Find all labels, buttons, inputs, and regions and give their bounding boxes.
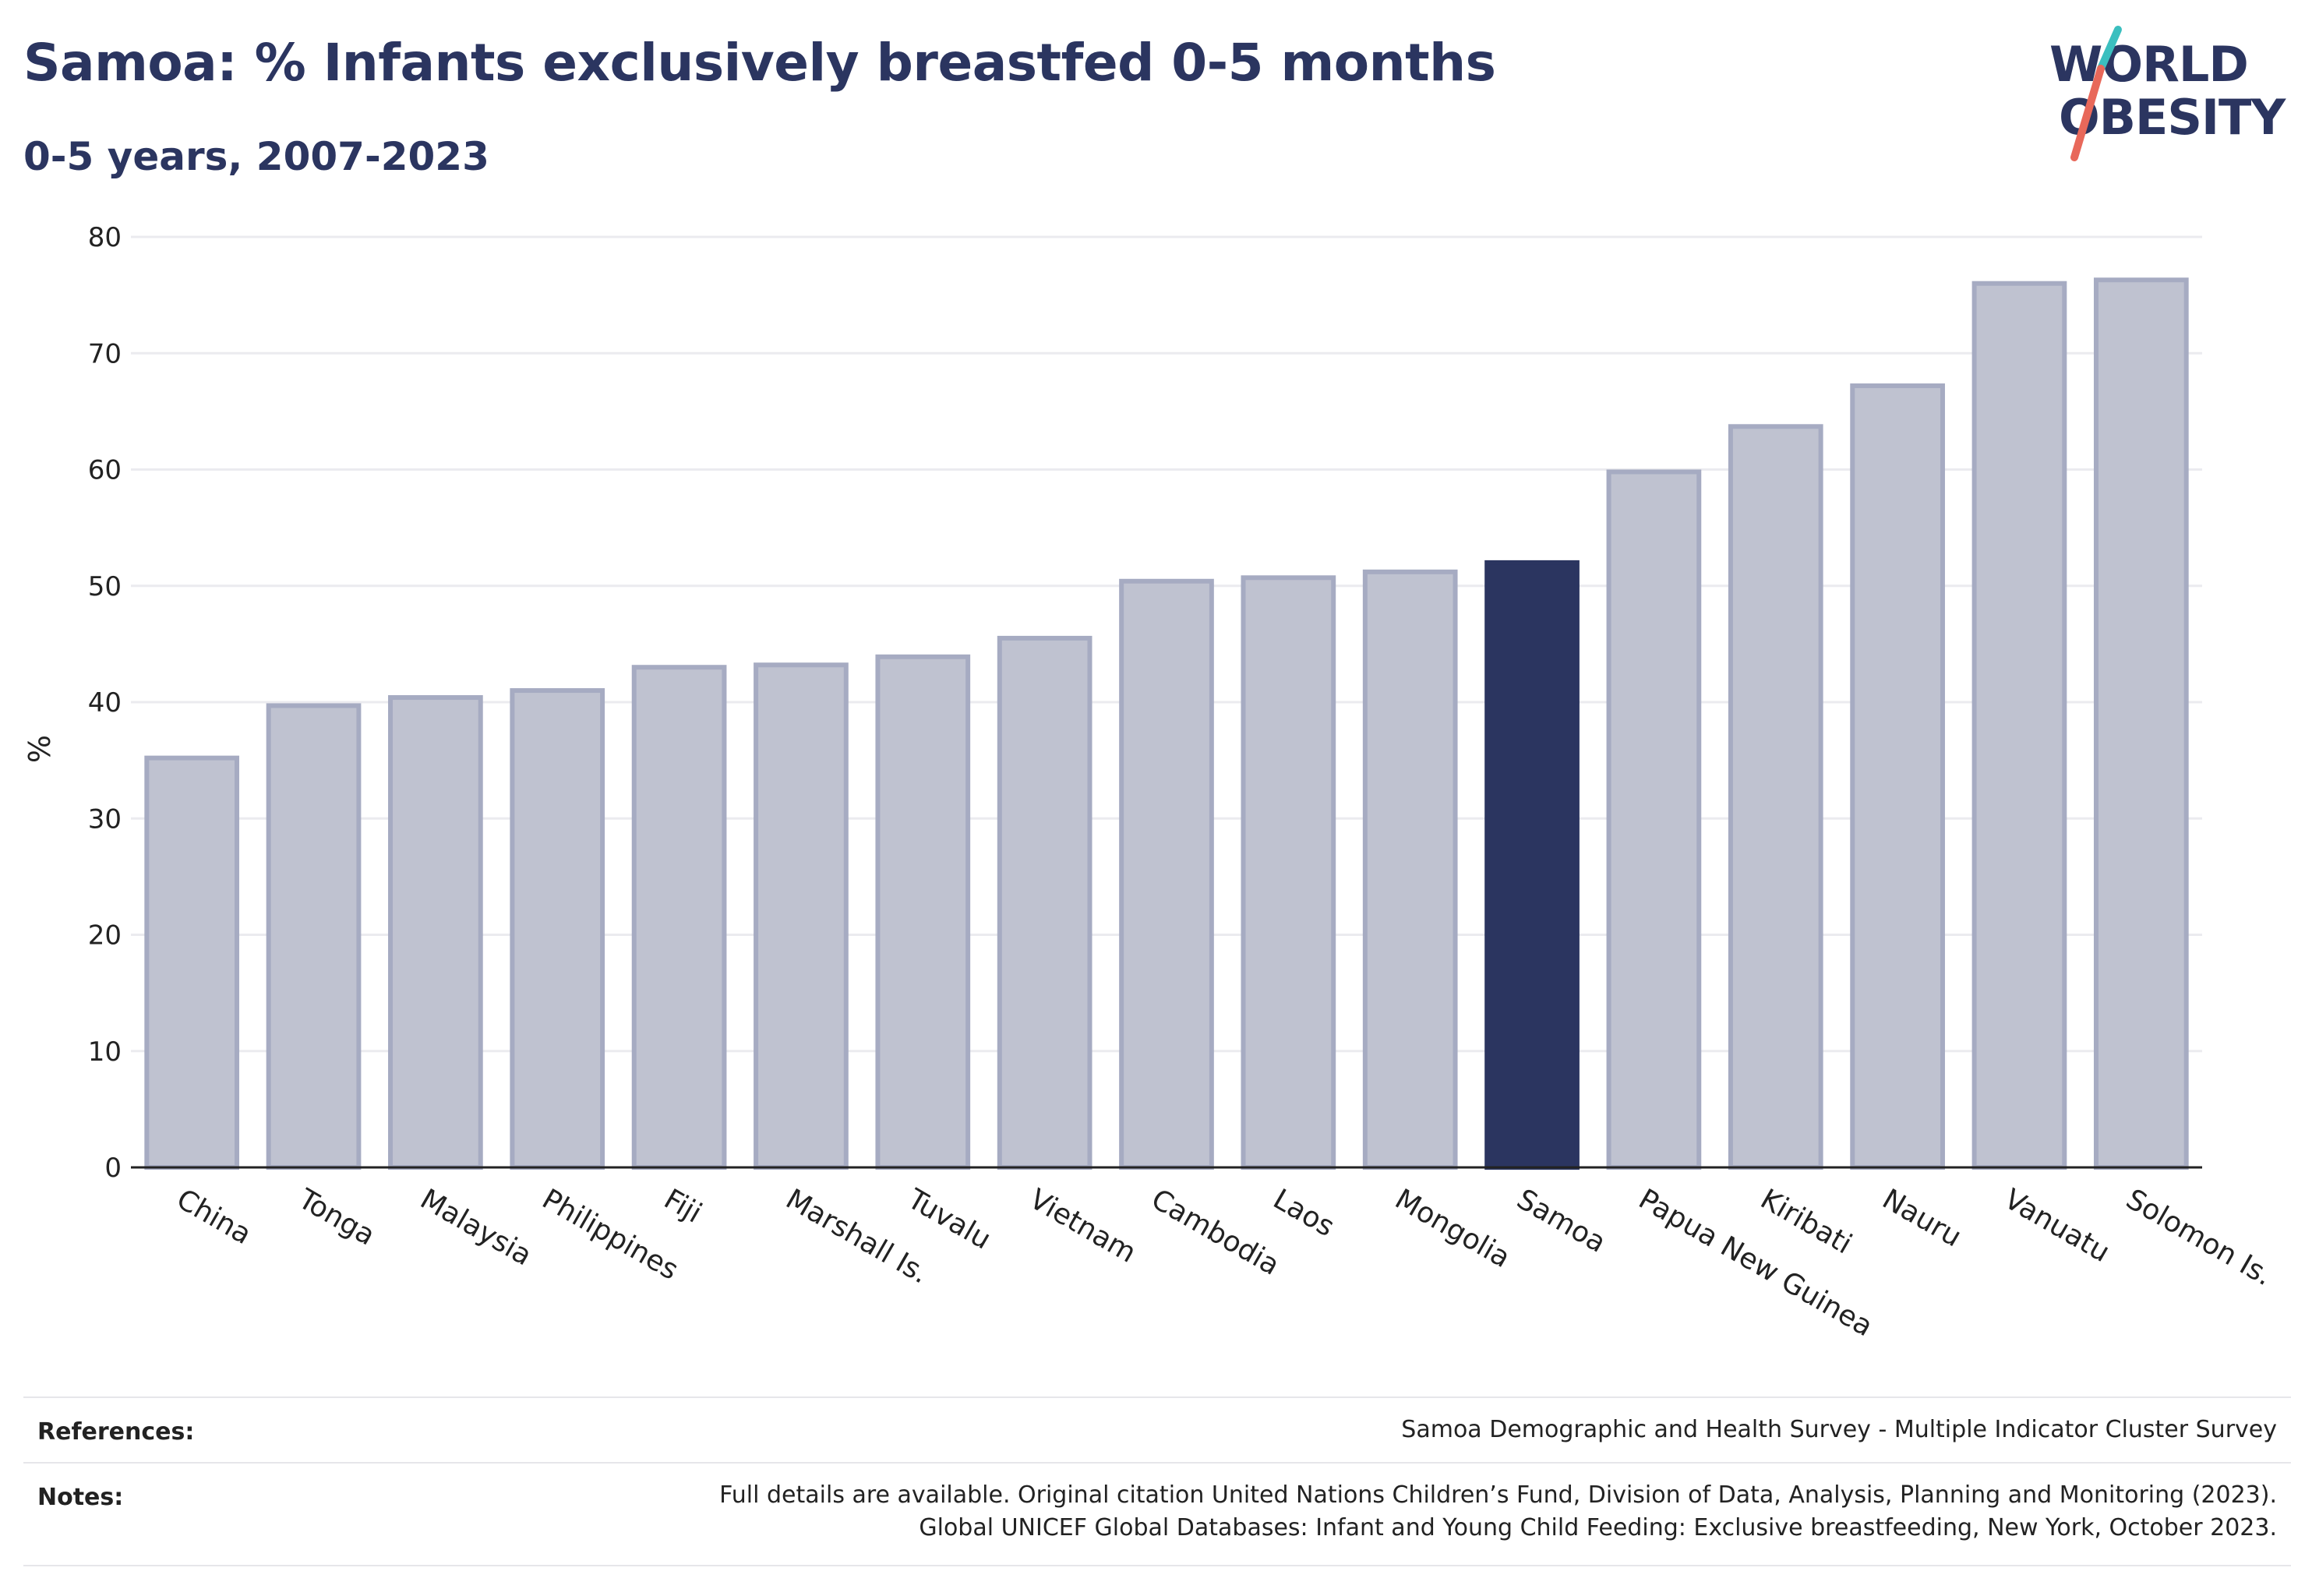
y-tick-labels: 0 10 20 30 40 50 60 70 80 [88, 222, 122, 1184]
x-tick-label: Philippines [537, 1183, 683, 1286]
y-axis-label: % [23, 735, 57, 763]
bar [1971, 281, 2067, 1171]
bar [1606, 469, 1702, 1170]
world-obesity-logo: WORLD OBESITY [2042, 23, 2291, 171]
references-text: Samoa Demographic and Health Survey - Mu… [1401, 1416, 2277, 1443]
bar [1850, 383, 1945, 1171]
chart-subtitle: 0-5 years, 2007-2023 [23, 134, 489, 179]
x-tick-label: Papua New Guinea [1633, 1183, 1878, 1343]
chart-title: Samoa: % Infants exclusively breastfed 0… [23, 33, 1496, 93]
bar [510, 688, 605, 1170]
x-tick-label: Tuvalu [902, 1183, 996, 1256]
bar [1728, 424, 1823, 1170]
y-tick-label: 10 [88, 1036, 122, 1068]
x-tick-label: China [171, 1183, 257, 1251]
bar [1241, 575, 1336, 1170]
y-tick-label: 50 [88, 571, 122, 602]
bar [875, 654, 971, 1170]
x-tick-label: Nauru [1877, 1183, 1967, 1253]
x-tick-label: Fiji [658, 1183, 707, 1230]
x-tick-label: Vietnam [1024, 1183, 1141, 1269]
x-tick-label: Malaysia [415, 1183, 537, 1272]
bar-highlight [1484, 560, 1580, 1170]
bar [266, 703, 362, 1170]
references-row: References: Samoa Demographic and Health… [23, 1396, 2291, 1462]
bar [1362, 569, 1458, 1170]
bar [997, 635, 1092, 1170]
y-tick-label: 0 [104, 1153, 122, 1184]
bars [144, 277, 2189, 1171]
notes-line-1: Full details are available. Original cit… [719, 1481, 2277, 1509]
y-tick-label: 80 [88, 222, 122, 253]
bar [754, 662, 849, 1170]
notes-row: Notes: Full details are available. Origi… [23, 1462, 2291, 1566]
logo-line-1: WORLD [2049, 36, 2249, 93]
bar [388, 695, 483, 1170]
logo-slash-icon [2070, 26, 2122, 161]
x-tick-label: Vanuatu [1999, 1183, 2115, 1269]
y-tick-label: 60 [88, 455, 122, 486]
y-tick-label: 70 [88, 338, 122, 369]
bar-chart: 0 10 20 30 40 50 60 70 80 China Tonga Malaysia Phil… [23, 222, 2278, 1344]
y-tick-label: 40 [88, 687, 122, 719]
footer: References: Samoa Demographic and Health… [23, 1396, 2291, 1566]
x-tick-label: Kiribati [1755, 1183, 1857, 1260]
notes-label: Notes: [37, 1484, 124, 1511]
y-tick-label: 20 [88, 920, 122, 952]
notes-line-2: Global UNICEF Global Databases: Infant a… [919, 1514, 2277, 1541]
notes-text: Full details are available. Original cit… [719, 1479, 2277, 1565]
x-tick-label: Cambodia [1146, 1183, 1285, 1282]
x-tick-label: Samoa [1512, 1183, 1611, 1259]
x-tick-label: Mongolia [1389, 1183, 1516, 1274]
bar [144, 755, 240, 1170]
bar [631, 665, 727, 1170]
bar [2093, 277, 2189, 1170]
x-tick-label: Tonga [292, 1183, 380, 1252]
logo-line-2: OBESITY [2059, 89, 2286, 146]
x-tick-label: Laos [1268, 1183, 1340, 1243]
y-tick-label: 30 [88, 803, 122, 835]
x-tick-label: Solomon Is. [2120, 1183, 2278, 1292]
references-label: References: [37, 1418, 195, 1446]
bar [1119, 578, 1214, 1170]
